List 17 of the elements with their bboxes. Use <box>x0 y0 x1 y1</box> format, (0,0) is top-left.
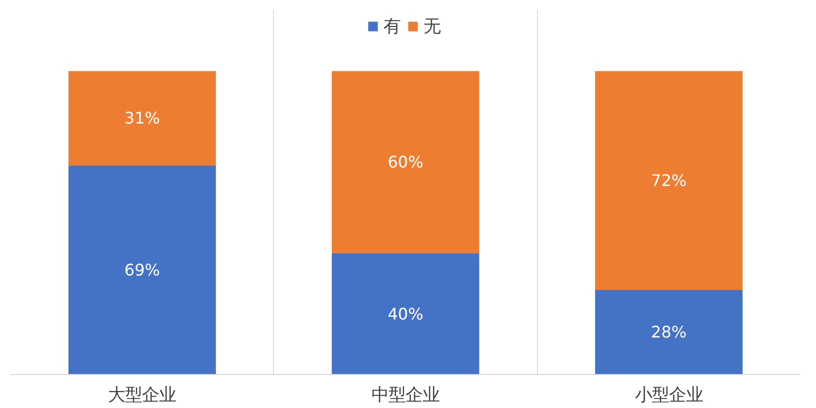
x-tick-label: 小型企业 <box>634 386 703 406</box>
data-label: 60% <box>388 152 424 172</box>
bar <box>332 71 480 254</box>
bar <box>595 290 743 374</box>
data-label: 28% <box>651 322 687 342</box>
bar <box>68 71 216 166</box>
data-label: 31% <box>124 108 160 128</box>
data-label: 40% <box>388 304 424 324</box>
x-tick-label: 中型企业 <box>372 386 440 406</box>
data-label: 69% <box>124 260 160 280</box>
bar <box>595 71 743 290</box>
data-label: 72% <box>651 170 687 190</box>
x-tick-label: 大型企业 <box>108 386 176 406</box>
bar <box>332 253 480 374</box>
legend-label: 无 <box>424 16 442 38</box>
bar <box>68 165 216 374</box>
legend-label: 有 <box>384 16 402 38</box>
